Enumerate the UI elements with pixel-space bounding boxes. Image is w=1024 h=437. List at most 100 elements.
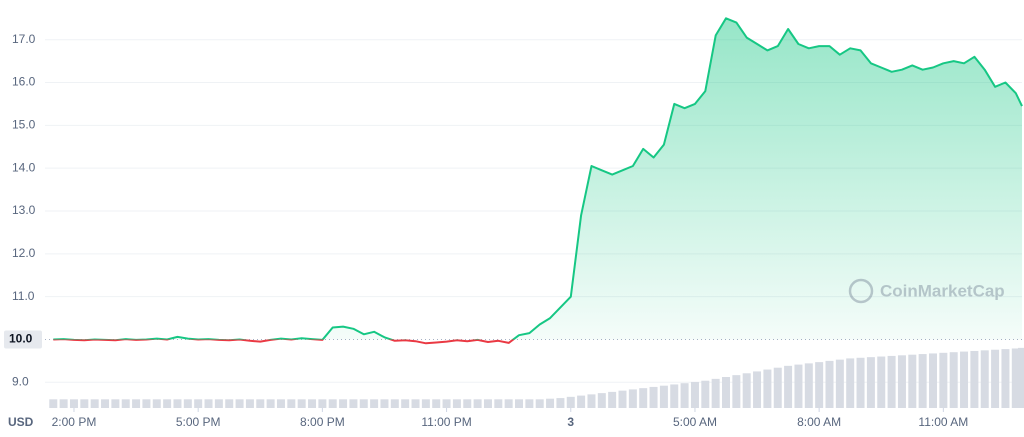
volume-bar [101, 399, 110, 408]
volume-bar [225, 399, 234, 408]
y-tick-label: 16.0 [12, 75, 36, 89]
volume-bar [628, 389, 637, 408]
volume-bar [463, 399, 472, 408]
volume-bar [608, 391, 617, 408]
volume-bar [80, 399, 89, 408]
x-tick-label: 3 [567, 415, 574, 429]
volume-bar [504, 399, 513, 408]
volume-bar [214, 399, 223, 408]
volume-bar [566, 396, 575, 408]
volume-bar [256, 399, 265, 408]
y-tick-label: 15.0 [12, 118, 36, 132]
watermark-logo [848, 278, 874, 304]
volume-bar [1001, 349, 1010, 408]
volume-bar [401, 399, 410, 408]
volume-bar [794, 364, 803, 408]
volume-bar [111, 399, 120, 408]
x-tick-label: 8:00 PM [300, 415, 345, 429]
volume-bar [991, 349, 1000, 408]
volume-bar [204, 399, 213, 408]
volume-bar [1011, 348, 1020, 408]
volume-bar [680, 383, 689, 408]
volume-bar [132, 399, 141, 408]
volume-bar [970, 350, 979, 408]
volume-bar [773, 367, 782, 408]
volume-bar [483, 399, 492, 408]
volume-bar [535, 399, 544, 408]
volume-bar [877, 356, 886, 408]
volume-bar [846, 358, 855, 408]
y-tick-label: 12.0 [12, 246, 36, 260]
volume-bar [908, 354, 917, 408]
watermark: CoinMarketCap [848, 278, 1005, 304]
x-tick-label: 11:00 PM [421, 415, 471, 429]
volume-bar [432, 399, 441, 408]
watermark-text: CoinMarketCap [880, 281, 1005, 300]
volume-bar [411, 399, 420, 408]
volume-bar [235, 399, 244, 408]
volume-bar [318, 399, 327, 408]
volume-bar [949, 352, 958, 408]
volume-bar [804, 363, 813, 408]
volume-bar [690, 381, 699, 408]
volume-bar [556, 398, 565, 408]
volume-bar [887, 355, 896, 408]
volume-bar [701, 380, 710, 408]
volume-bar [339, 399, 348, 408]
volume-bar [649, 386, 658, 408]
volume-bar [670, 384, 679, 408]
volume-bar [266, 399, 275, 408]
volume-bar [287, 399, 296, 408]
volume-bars [49, 347, 1024, 408]
x-tick-label: 8:00 AM [797, 415, 841, 429]
price-line-up [53, 17, 1023, 340]
volume-bar [142, 399, 151, 408]
volume-bar [732, 375, 741, 408]
volume-bar [1018, 347, 1024, 408]
volume-bar [90, 399, 99, 408]
volume-bar [380, 399, 389, 408]
volume-bar [245, 399, 254, 408]
volume-bar [452, 399, 461, 408]
volume-bar [390, 399, 399, 408]
volume-bar [856, 357, 865, 408]
volume-bar [722, 377, 731, 408]
volume-bar [69, 399, 78, 408]
volume-bar [659, 385, 668, 408]
y-tick-label: 17.0 [12, 32, 36, 46]
volume-bar [276, 399, 285, 408]
volume-bar [442, 399, 451, 408]
volume-bar [577, 395, 586, 408]
volume-bar [308, 399, 317, 408]
currency-label: USD [8, 415, 34, 429]
x-tick-label: 5:00 AM [673, 415, 717, 429]
volume-bar [183, 399, 192, 408]
volume-bar [59, 399, 68, 408]
volume-bar [152, 399, 161, 408]
y-tick-label: 11.0 [12, 289, 35, 303]
volume-bar [121, 399, 130, 408]
volume-bar [742, 373, 751, 408]
volume-bar [597, 393, 606, 408]
volume-bar [173, 399, 182, 408]
volume-bar [194, 399, 203, 408]
y-tick-label: 13.0 [12, 203, 36, 217]
volume-bar [784, 365, 793, 408]
volume-bar [546, 398, 555, 408]
volume-bar [49, 399, 58, 408]
volume-bar [163, 399, 172, 408]
volume-bar [525, 399, 534, 408]
volume-bar [960, 351, 969, 408]
y-tick-label: 14.0 [12, 160, 36, 174]
volume-bar [359, 399, 368, 408]
volume-bar [515, 399, 524, 408]
volume-bar [473, 399, 482, 408]
volume-bar [421, 399, 430, 408]
volume-bar [939, 352, 948, 408]
volume-bar [370, 399, 379, 408]
volume-bar [815, 362, 824, 408]
volume-bar [494, 399, 503, 408]
volume-bar [639, 388, 648, 408]
volume-bar [753, 371, 762, 408]
